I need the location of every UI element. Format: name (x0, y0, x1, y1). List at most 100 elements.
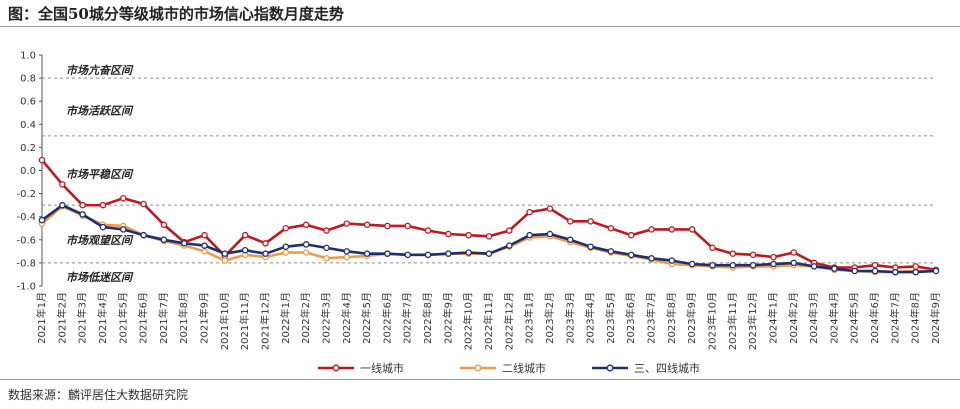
x-tick-label: 2022年8月 (421, 292, 434, 344)
x-tick-label: 2023年3月 (563, 292, 576, 344)
series-3-point (912, 268, 919, 276)
series-1-point (140, 200, 147, 208)
y-tick-label: 0.6 (20, 97, 36, 108)
x-tick-label: 2021年12月 (259, 292, 272, 350)
legend-label: 一线城市 (360, 361, 404, 375)
x-tick-label: 2022年2月 (299, 292, 312, 344)
series-3-point (546, 230, 554, 238)
series-1-point (79, 201, 86, 209)
x-tick-label: 2022年10月 (462, 292, 475, 350)
series-3-point (607, 248, 615, 255)
series-3-point (79, 211, 86, 218)
series-3-point (384, 250, 391, 257)
series-1-point (445, 230, 452, 238)
series-3-point (221, 250, 229, 257)
line-chart: 1.0 0.8 0.6 0.4 0.2 0.0 -0.2 -0.4 -0.6 -0.8 -1.0 市场… (16, 51, 942, 376)
zone-label: 市场低迷区间 (66, 271, 134, 284)
x-tick-label: 2021年8月 (177, 292, 190, 344)
series-3-point (709, 261, 716, 269)
series-1-point (709, 244, 716, 252)
y-tick-label: 1.0 (20, 51, 36, 62)
series-1-point (323, 227, 330, 234)
x-tick-label: 2021年5月 (116, 292, 129, 344)
series-3-point (526, 231, 533, 239)
y-tick-label: 0.0 (20, 166, 36, 177)
series-3-point (729, 261, 737, 269)
y-tick-label: -0.6 (16, 235, 36, 246)
series-1-point (59, 181, 66, 188)
legend-swatch-marker (332, 364, 340, 372)
x-tick-label: 2024年7月 (888, 292, 901, 344)
series-1-point (648, 226, 655, 233)
series-3-point (627, 251, 635, 259)
bottom-rule (0, 379, 960, 380)
series-3-point (485, 250, 493, 257)
series-1-point (201, 231, 208, 239)
zone-label: 市场活跃区间 (66, 104, 134, 117)
series-2-point (201, 248, 208, 255)
series-3-point (567, 236, 574, 244)
series-3-point (749, 261, 757, 269)
y-tick-label: 0.4 (20, 120, 36, 131)
x-tick-label: 2022年6月 (380, 292, 393, 344)
x-tick-label: 2023年4月 (584, 292, 597, 344)
series-3-point (363, 250, 371, 257)
series-3-point (810, 263, 818, 270)
x-tick-label: 2021年1月 (35, 292, 48, 344)
series-1-point (363, 221, 371, 229)
chart-title: 图：全国50城分等级城市的市场信心指数月度走势 (8, 5, 344, 23)
series-2-point (302, 249, 310, 256)
series-3-point (851, 267, 858, 275)
y-tick-label: 0.8 (20, 74, 36, 85)
series-3-point (323, 244, 330, 252)
series-3-point (831, 265, 838, 272)
series-3-point (445, 250, 452, 257)
legend-label: 二线城市 (502, 361, 546, 375)
series-1-point (120, 194, 127, 202)
zone-label: 市场亢奋区间 (66, 64, 134, 77)
series-1-point (668, 226, 676, 233)
legend-swatch-marker (474, 364, 482, 372)
series-1-point (790, 249, 798, 256)
series-2-point (221, 257, 229, 264)
x-tick-label: 2023年7月 (645, 292, 658, 344)
series-3-point (241, 246, 249, 254)
x-tick-label: 2022年12月 (502, 292, 515, 350)
series-3-point (648, 255, 655, 262)
series-3-point (404, 251, 411, 259)
series-1-point (526, 208, 533, 216)
series-1-point (688, 226, 696, 233)
series-1-point (424, 227, 432, 234)
x-tick-label: 2023年6月 (624, 292, 637, 344)
series-3-point (668, 257, 676, 264)
series-3-point (932, 267, 940, 275)
series-3-point (160, 236, 168, 244)
series-1-point (587, 218, 594, 225)
x-tick-label: 2023年10月 (706, 292, 719, 350)
x-tick-label: 2024年3月 (807, 292, 820, 344)
y-tick-label: -0.8 (16, 258, 36, 269)
x-tick-label: 2024年4月 (827, 292, 840, 344)
series-1-point (627, 231, 635, 239)
series-3-point (790, 259, 798, 267)
series-3-point (343, 248, 351, 255)
series-2-point (343, 253, 351, 261)
x-tick-label: 2023年11月 (726, 292, 739, 350)
series-3-point (282, 243, 290, 250)
series-1-point (567, 218, 574, 225)
series-1-point (282, 224, 290, 232)
series-3-point (506, 242, 513, 249)
series-1-point (749, 251, 757, 259)
x-tick-label: 2021年9月 (198, 292, 211, 344)
x-tick-label: 2021年4月 (96, 292, 109, 344)
x-tick-label: 2022年1月 (279, 292, 292, 344)
x-tick-label: 2021年7月 (157, 292, 170, 344)
x-tick-label: 2022年4月 (340, 292, 353, 344)
legend-swatch-marker (606, 364, 614, 372)
x-tick-label: 2023年5月 (604, 292, 617, 344)
series-3-point (424, 251, 432, 259)
series-3-point (59, 201, 66, 209)
x-tick-label: 2021年2月 (55, 292, 68, 344)
series-1-point (729, 250, 737, 257)
series-1-point (465, 231, 472, 239)
